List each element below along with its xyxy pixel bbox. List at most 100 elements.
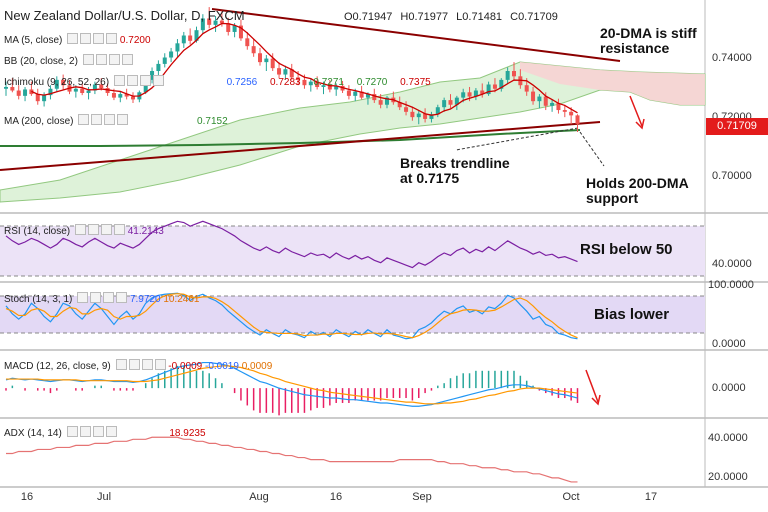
- ichimoku-v5: 0.7375: [400, 77, 431, 88]
- rsi-group: [5, 220, 578, 269]
- candle-body: [315, 81, 320, 87]
- candle-body: [232, 25, 237, 32]
- bb-legend[interactable]: BB (20, close, 2): [4, 54, 133, 67]
- candle-body: [245, 38, 250, 47]
- ichimoku-cloud-red: [520, 62, 705, 105]
- candle-body: [258, 53, 262, 63]
- close-icon[interactable]: [93, 33, 105, 44]
- close-icon[interactable]: [139, 75, 151, 86]
- ichimoku-v3: 0.7271: [313, 77, 344, 88]
- macd-group: [5, 361, 579, 416]
- close-value: C0.71709: [510, 11, 558, 23]
- ichimoku-legend[interactable]: Ichimoku (9, 26, 52, 26) 0.7256 0.7283 0…: [4, 75, 431, 88]
- candle-body: [359, 91, 364, 98]
- stoch-label: Stoch (14, 3, 1): [4, 294, 73, 305]
- gear-icon[interactable]: [91, 114, 103, 125]
- candle-body: [448, 100, 453, 105]
- candle-body: [219, 20, 224, 24]
- gear-icon[interactable]: [95, 54, 107, 65]
- candle-body: [270, 58, 275, 69]
- gear-icon[interactable]: [90, 292, 102, 303]
- menu-icon[interactable]: [117, 114, 129, 125]
- eye-icon[interactable]: [82, 54, 94, 65]
- macd-v1: -0.0009: [168, 361, 203, 372]
- price-tick-3: 0.70000: [712, 170, 752, 182]
- candle-body: [480, 90, 485, 95]
- rsi-legend[interactable]: RSI (14, close) 41.2143: [4, 224, 164, 237]
- menu-icon[interactable]: [113, 224, 125, 235]
- candle-body: [296, 77, 301, 80]
- resistance-line-2: resistance: [600, 39, 670, 56]
- resistance-annotation: 20-DMA is stiff resistance: [600, 26, 697, 55]
- candle-body: [505, 71, 510, 80]
- candle-body: [467, 92, 472, 97]
- candle-body: [213, 20, 218, 25]
- candle-body: [302, 79, 307, 86]
- eye-icon[interactable]: [74, 224, 86, 235]
- eye-icon[interactable]: [113, 75, 125, 86]
- candle-body: [264, 58, 269, 63]
- ma200-legend[interactable]: MA (200, close) 0.7152: [4, 114, 228, 127]
- close-icon[interactable]: [92, 426, 104, 437]
- close-icon[interactable]: [141, 359, 153, 370]
- close-icon[interactable]: [104, 114, 116, 125]
- macd-label: MACD (12, 26, close, 9): [4, 361, 111, 372]
- candle-body: [80, 88, 85, 94]
- gear-icon[interactable]: [79, 426, 91, 437]
- candle-body: [194, 30, 199, 41]
- eye-icon[interactable]: [67, 33, 79, 44]
- candle-body: [23, 89, 28, 96]
- gear-icon[interactable]: [126, 75, 138, 86]
- menu-icon[interactable]: [105, 426, 117, 437]
- ohlc-readout: O0.71947 H0.71977 L0.71481 C0.71709: [344, 11, 563, 23]
- menu-icon[interactable]: [154, 359, 166, 370]
- macd-tick: 0.0000: [712, 382, 746, 394]
- eye-icon[interactable]: [78, 114, 90, 125]
- candle-body: [283, 69, 288, 75]
- candle-body: [550, 102, 555, 106]
- candle-body: [365, 94, 370, 98]
- menu-icon[interactable]: [152, 75, 164, 86]
- support-pointer: [579, 131, 605, 167]
- macd-legend[interactable]: MACD (12, 26, close, 9) -0.0009 -0.0019 …: [4, 359, 272, 372]
- gear-icon[interactable]: [80, 33, 92, 44]
- macd-down-arrow-icon: [585, 369, 599, 403]
- eye-icon[interactable]: [77, 292, 89, 303]
- ichimoku-label: Ichimoku (9, 26, 52, 26): [4, 77, 110, 88]
- eye-icon[interactable]: [115, 359, 127, 370]
- close-icon[interactable]: [100, 224, 112, 235]
- candle-body: [569, 111, 574, 116]
- eye-icon[interactable]: [66, 426, 78, 437]
- candle-body: [321, 85, 326, 87]
- candle-body: [429, 114, 434, 119]
- close-icon[interactable]: [103, 292, 115, 303]
- x-tick-label: 16: [21, 491, 33, 503]
- candle-body: [169, 51, 174, 58]
- gear-icon[interactable]: [128, 359, 140, 370]
- stoch-legend[interactable]: Stoch (14, 3, 1) 7.9720 10.2461: [4, 292, 199, 305]
- x-tick-label: 17: [645, 491, 657, 503]
- candle-body: [48, 88, 53, 96]
- close-icon[interactable]: [108, 54, 120, 65]
- menu-icon[interactable]: [116, 292, 128, 303]
- gear-icon[interactable]: [87, 224, 99, 235]
- candle-body: [226, 23, 231, 32]
- candle-body: [423, 113, 428, 119]
- candle-body: [454, 97, 459, 105]
- stoch-v1: 7.9720: [129, 294, 161, 305]
- candle-body: [346, 90, 351, 96]
- candle-body: [181, 35, 186, 44]
- menu-icon[interactable]: [121, 54, 133, 65]
- candle-body: [410, 111, 415, 118]
- macd-line: [5, 361, 578, 407]
- candle-body: [334, 85, 339, 90]
- candle-body: [492, 84, 497, 89]
- adx-legend[interactable]: ADX (14, 14) 18.9235: [4, 426, 206, 439]
- candle-body: [289, 69, 294, 78]
- menu-icon[interactable]: [106, 33, 118, 44]
- ma5-legend[interactable]: MA (5, close) 0.7200: [4, 33, 151, 46]
- candle-body: [416, 113, 421, 118]
- candle-body: [156, 63, 161, 71]
- price-tick-1: 0.74000: [712, 52, 752, 64]
- candle-body: [404, 107, 409, 112]
